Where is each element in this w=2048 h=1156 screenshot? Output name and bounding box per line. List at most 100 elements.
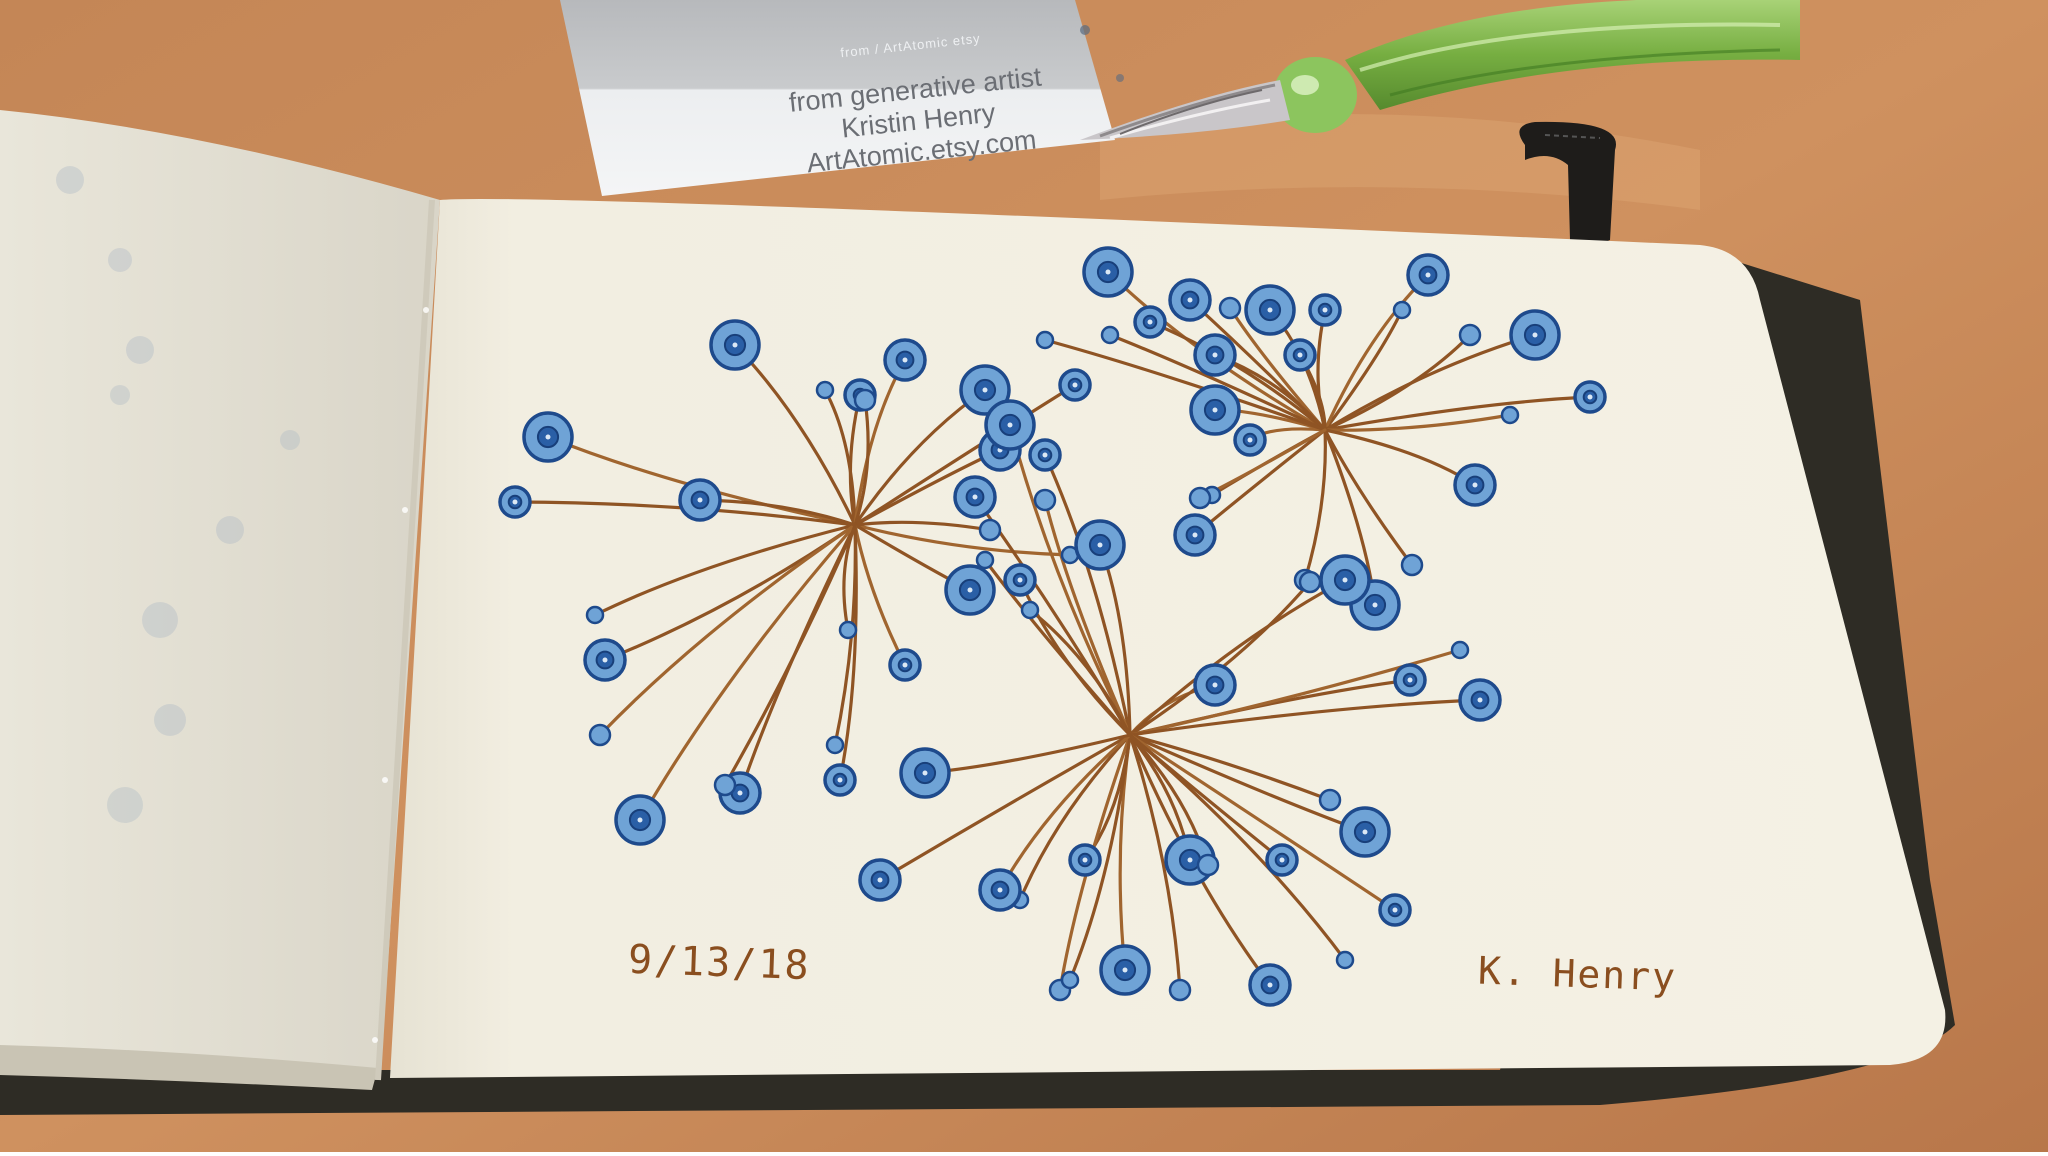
sketch-date: 9/13/18 (627, 936, 812, 990)
ink-dot (1378, 893, 1412, 927)
ink-dot (1406, 253, 1450, 297)
glass-dip-pen (1080, 0, 1800, 140)
ink-dot (1058, 368, 1092, 402)
ink-dot (975, 550, 995, 570)
ink-dot (984, 399, 1036, 451)
show-through-dots (56, 166, 300, 823)
ink-branch (1128, 733, 1182, 992)
ink-dot (1082, 246, 1134, 298)
ink-dot (1283, 338, 1317, 372)
ink-dot (709, 319, 761, 371)
ink-branch (1303, 428, 1327, 582)
ink-branch (593, 523, 857, 617)
ink-branch (1028, 608, 1132, 737)
ink-dot (1168, 978, 1192, 1002)
ink-dot (1248, 963, 1292, 1007)
ink-branch (1043, 498, 1132, 737)
blue-ink-dots (498, 246, 1607, 1007)
ink-branch (1108, 333, 1327, 432)
ink-branch (1128, 578, 1347, 737)
ink-dot (978, 868, 1022, 912)
ink-dot (978, 518, 1002, 542)
ink-dot (1133, 305, 1167, 339)
ink-branch (638, 523, 857, 822)
ink-dot (823, 763, 857, 797)
ink-dot (1453, 463, 1497, 507)
ink-dot (899, 747, 951, 799)
ink-branch (998, 733, 1132, 892)
ink-branch (1148, 320, 1327, 432)
ink-dot (498, 485, 532, 519)
ink-branch (823, 388, 857, 527)
ink-dot (522, 411, 574, 463)
ink-dot (853, 388, 877, 412)
ink-dot (588, 723, 612, 747)
ink-dot (1099, 944, 1151, 996)
ink-branch (838, 523, 858, 782)
ink-branch (1128, 580, 1312, 737)
ink-branch (842, 523, 857, 632)
ink-dot (1020, 600, 1040, 620)
notebook-right-page (390, 198, 1946, 1079)
ink-dot (1068, 843, 1102, 877)
ink-dot (1003, 563, 1037, 597)
ink-branch (853, 523, 1072, 557)
ink-branch (1008, 423, 1132, 737)
ink-branch (1128, 733, 1332, 802)
ink-dot (1193, 663, 1237, 707)
ink-dot (1298, 570, 1322, 594)
ink-dot (713, 773, 737, 797)
ink-branch (1128, 733, 1397, 912)
ink-dot (1060, 970, 1080, 990)
ink-dot (825, 735, 845, 755)
ink-dot (1028, 438, 1062, 472)
ink-dot (1033, 488, 1057, 512)
ink-branch (853, 523, 907, 667)
ink-dot (1573, 380, 1607, 414)
ink-dot (1244, 284, 1296, 336)
ink-dot (1308, 293, 1342, 327)
ink-branch (1323, 395, 1592, 432)
ink-branch (1128, 698, 1482, 737)
ink-dot (888, 648, 922, 682)
ink-dot (1392, 300, 1412, 320)
ink-branch (878, 733, 1132, 882)
ink-dot (585, 605, 605, 625)
ink-branch (1323, 413, 1512, 432)
ink-dot (1188, 486, 1212, 510)
ink-dot (858, 858, 902, 902)
ink-dot (1500, 405, 1520, 425)
ink-branch (1323, 308, 1404, 432)
ink-dot (883, 338, 927, 382)
ink-branch (1068, 733, 1132, 982)
ink-dot (1196, 853, 1220, 877)
ink-branch (598, 523, 857, 737)
ink-dot (1458, 678, 1502, 722)
ink-dot (1318, 788, 1342, 812)
ink-dot (1509, 309, 1561, 361)
sketch-signature: K. Henry (1477, 948, 1678, 1000)
ink-dot (1218, 296, 1242, 320)
ink-dot (678, 478, 722, 522)
ink-dot (1035, 330, 1055, 350)
ink-dot (1335, 950, 1355, 970)
ink-branch (1128, 648, 1462, 737)
ink-branch (1018, 578, 1132, 737)
ink-branch (723, 523, 857, 787)
ink-dot (1339, 806, 1391, 858)
ink-branch (1043, 453, 1132, 737)
elastic-band (1519, 121, 1616, 245)
ink-dot (1450, 640, 1470, 660)
ink-branch (1323, 333, 1537, 432)
ink-dot (1193, 333, 1237, 377)
ink-branch (1018, 733, 1132, 902)
ink-dot (838, 620, 858, 640)
ink-dot (953, 475, 997, 519)
ink-dot (1074, 519, 1126, 571)
ink-dot (959, 364, 1011, 416)
ink-dot (1458, 323, 1482, 347)
ink-branch (1128, 733, 1284, 862)
ink-branch (853, 520, 992, 532)
